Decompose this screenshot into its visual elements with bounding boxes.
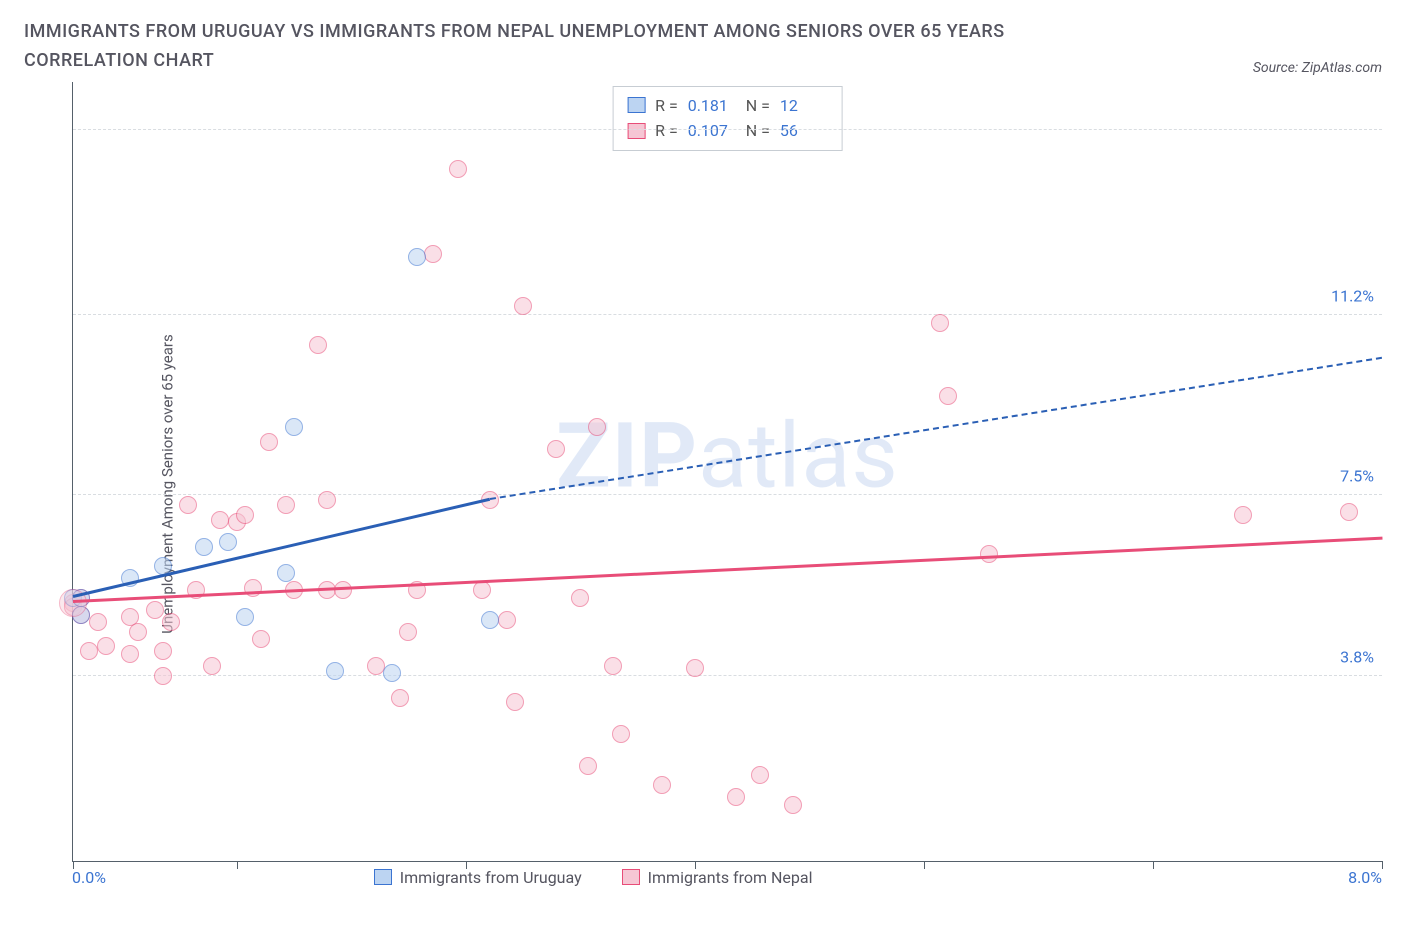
- x-tick: [695, 861, 696, 869]
- x-axis-max-label: 8.0%: [1348, 868, 1382, 887]
- scatter-point: [588, 418, 606, 436]
- scatter-point: [154, 667, 172, 685]
- x-tick: [466, 861, 467, 869]
- scatter-point: [285, 418, 303, 436]
- source-attribution: Source: ZipAtlas.com: [1253, 60, 1382, 76]
- scatter-point: [1340, 503, 1358, 521]
- scatter-point: [604, 657, 622, 675]
- scatter-point: [89, 613, 107, 631]
- watermark: ZIPatlas: [556, 403, 899, 508]
- scatter-point: [277, 564, 295, 582]
- y-tick-label: 3.8%: [1340, 647, 1374, 666]
- gridline: [73, 314, 1382, 315]
- series-name: Immigrants from Uruguay: [400, 868, 582, 887]
- scatter-point: [326, 662, 344, 680]
- scatter-point: [203, 657, 221, 675]
- legend-row: R = 0.107 N = 56: [627, 118, 828, 144]
- legend-swatch: [374, 869, 392, 885]
- scatter-point: [383, 664, 401, 682]
- legend-n-value: 12: [780, 93, 828, 119]
- scatter-point: [309, 336, 327, 354]
- scatter-point: [547, 440, 565, 458]
- scatter-point: [612, 725, 630, 743]
- scatter-point: [80, 642, 98, 660]
- scatter-point: [481, 611, 499, 629]
- scatter-point: [424, 245, 442, 263]
- scatter-point: [146, 601, 164, 619]
- series-legend: Immigrants from Uruguay Immigrants from N…: [374, 868, 813, 887]
- scatter-point: [195, 538, 213, 556]
- scatter-point: [179, 496, 197, 514]
- scatter-point: [318, 491, 336, 509]
- scatter-point: [260, 433, 278, 451]
- scatter-point: [162, 613, 180, 631]
- scatter-point: [653, 776, 671, 794]
- scatter-point: [408, 248, 426, 266]
- scatter-point: [939, 387, 957, 405]
- correlation-scatter-chart: Unemployment Among Seniors over 65 years…: [24, 82, 1382, 887]
- series-legend-item: Immigrants from Nepal: [622, 868, 813, 887]
- legend-swatch: [627, 97, 645, 113]
- scatter-point: [391, 689, 409, 707]
- x-tick: [237, 861, 238, 869]
- scatter-point: [129, 623, 147, 641]
- scatter-point: [399, 623, 417, 641]
- legend-row: R = 0.181 N = 12: [627, 93, 828, 119]
- scatter-point: [154, 642, 172, 660]
- plot-area: ZIPatlas R = 0.181 N = 12 R = 0.107 N = 56 3.8%…: [72, 82, 1382, 862]
- scatter-point: [514, 297, 532, 315]
- scatter-point: [277, 496, 295, 514]
- scatter-point: [1234, 506, 1252, 524]
- scatter-point: [980, 545, 998, 563]
- correlation-legend: R = 0.181 N = 12 R = 0.107 N = 56: [612, 86, 843, 151]
- scatter-point: [506, 693, 524, 711]
- scatter-point: [571, 589, 589, 607]
- scatter-point: [211, 511, 229, 529]
- scatter-point: [252, 630, 270, 648]
- scatter-point: [751, 766, 769, 784]
- x-tick: [73, 861, 74, 869]
- trend-line: [490, 357, 1382, 500]
- scatter-point: [236, 506, 254, 524]
- x-tick: [1382, 861, 1383, 869]
- y-tick-label: 11.2%: [1331, 287, 1374, 306]
- gridline: [73, 675, 1382, 676]
- legend-r-label: R =: [655, 118, 678, 144]
- scatter-point: [931, 314, 949, 332]
- scatter-point: [334, 581, 352, 599]
- chart-title: IMMIGRANTS FROM URUGUAY VS IMMIGRANTS FR…: [24, 18, 1124, 76]
- series-legend-item: Immigrants from Uruguay: [374, 868, 582, 887]
- gridline: [73, 129, 1382, 130]
- x-tick: [1153, 861, 1154, 869]
- scatter-point: [219, 533, 237, 551]
- series-name: Immigrants from Nepal: [648, 868, 813, 887]
- legend-n-label: N =: [746, 118, 770, 144]
- gridline: [73, 494, 1382, 495]
- legend-swatch: [622, 869, 640, 885]
- x-axis-min-label: 0.0%: [72, 868, 106, 887]
- legend-r-label: R =: [655, 93, 678, 119]
- y-tick-label: 7.5%: [1340, 467, 1374, 486]
- scatter-point: [498, 611, 516, 629]
- legend-n-value: 56: [780, 118, 828, 144]
- scatter-point: [97, 637, 115, 655]
- scatter-point: [686, 659, 704, 677]
- scatter-point: [727, 788, 745, 806]
- scatter-point: [784, 796, 802, 814]
- legend-r-value: 0.181: [688, 93, 736, 119]
- scatter-point: [579, 757, 597, 775]
- x-tick: [924, 861, 925, 869]
- legend-n-label: N =: [746, 93, 770, 119]
- trend-line: [73, 536, 1382, 602]
- scatter-point: [449, 160, 467, 178]
- legend-r-value: 0.107: [688, 118, 736, 144]
- scatter-point: [473, 581, 491, 599]
- legend-swatch: [627, 123, 645, 139]
- scatter-point: [121, 645, 139, 663]
- scatter-point: [367, 657, 385, 675]
- scatter-point: [236, 608, 254, 626]
